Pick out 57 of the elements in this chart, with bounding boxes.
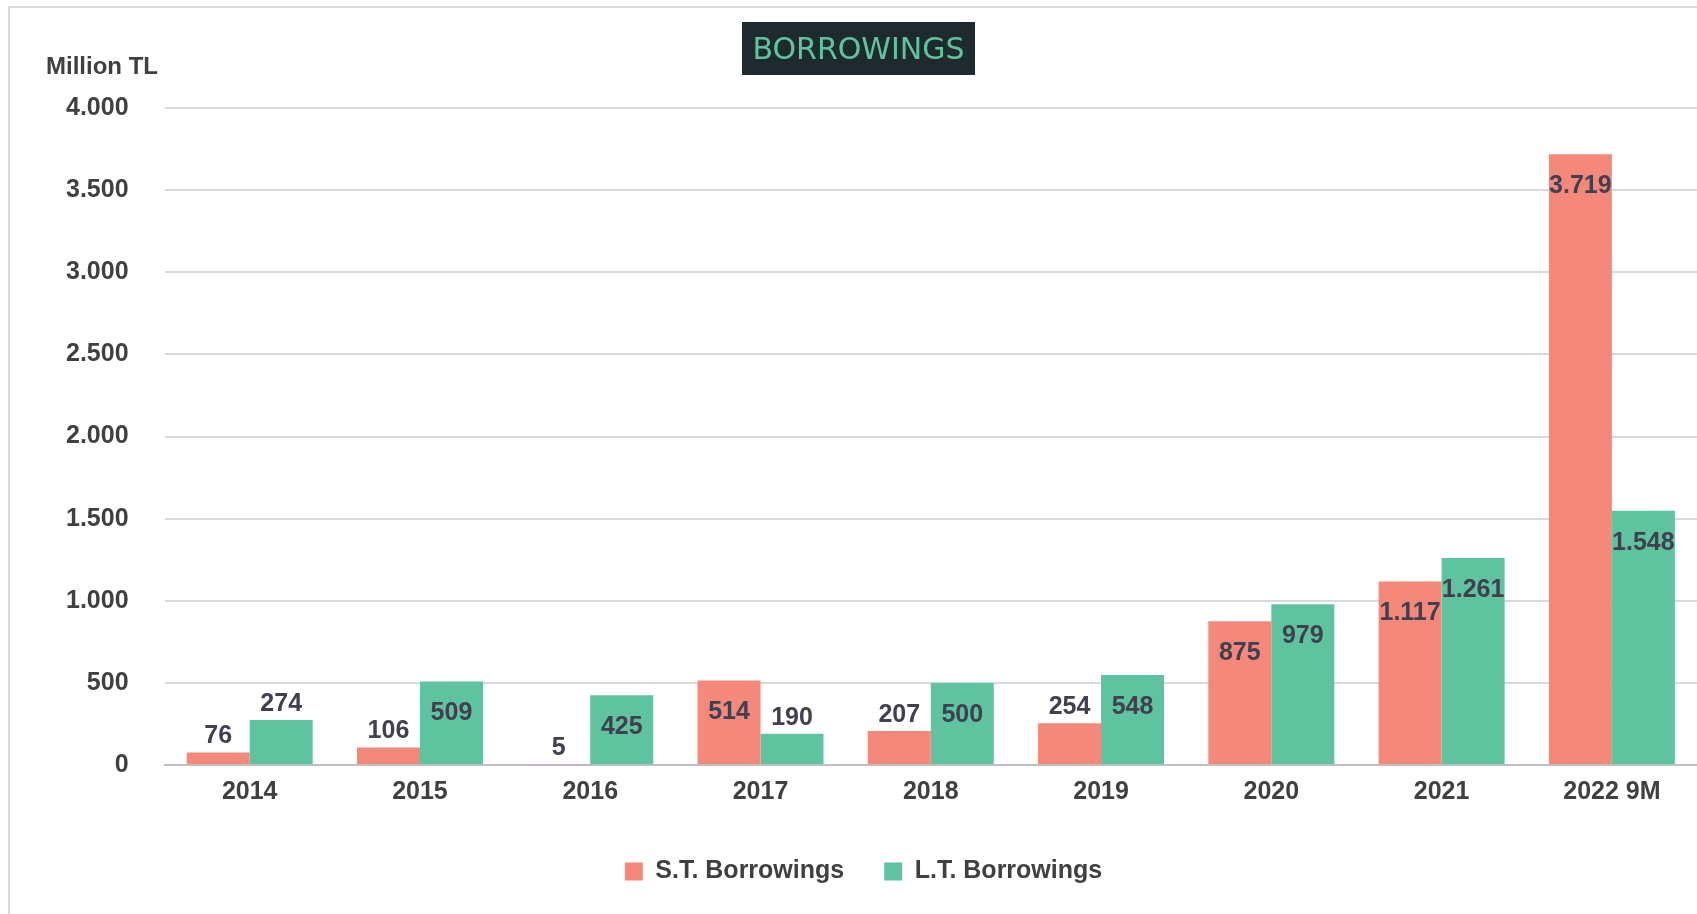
x-tick-label: 2022 9M bbox=[1563, 775, 1661, 804]
data-label: 514 bbox=[708, 696, 750, 725]
data-label: 5 bbox=[551, 732, 566, 761]
bar bbox=[356, 747, 420, 764]
y-axis-title: Million TL bbox=[46, 52, 158, 80]
y-tick-label: 1.500 bbox=[66, 502, 129, 531]
y-tick-label: 4.000 bbox=[66, 91, 129, 120]
x-tick-label: 2014 bbox=[221, 775, 278, 804]
bar bbox=[590, 695, 654, 764]
bar bbox=[1038, 723, 1102, 764]
data-label: 1.117 bbox=[1379, 597, 1441, 626]
bar bbox=[1611, 510, 1675, 764]
y-tick-label: 1.000 bbox=[66, 584, 129, 613]
bar bbox=[1208, 621, 1272, 764]
data-label: 1.548 bbox=[1612, 526, 1675, 555]
bar bbox=[249, 720, 313, 764]
y-tick-label: 2.000 bbox=[66, 420, 129, 449]
data-label: 76 bbox=[204, 720, 233, 749]
legend-label: L.T. Borrowings bbox=[914, 855, 1103, 884]
data-label: 425 bbox=[600, 711, 643, 740]
x-tick-label: 2016 bbox=[562, 775, 619, 804]
y-tick-label: 2.500 bbox=[66, 338, 129, 367]
legend-label: S.T. Borrowings bbox=[655, 855, 845, 884]
bar bbox=[697, 680, 761, 764]
bar bbox=[1271, 604, 1335, 764]
x-tick-label: 2017 bbox=[732, 775, 789, 804]
y-tick-label: 500 bbox=[86, 666, 129, 695]
data-label: 190 bbox=[771, 701, 813, 730]
x-tick-label: 2020 bbox=[1243, 775, 1300, 804]
data-label: 875 bbox=[1218, 637, 1261, 666]
bar bbox=[1441, 557, 1505, 764]
data-label: 274 bbox=[260, 687, 303, 716]
bar bbox=[1101, 674, 1165, 764]
data-label: 1.261 bbox=[1441, 573, 1505, 602]
data-label: 207 bbox=[878, 698, 921, 727]
data-label: 548 bbox=[1111, 690, 1154, 719]
data-label: 3.719 bbox=[1549, 170, 1612, 199]
data-label: 500 bbox=[941, 698, 984, 727]
bar bbox=[930, 682, 994, 764]
x-tick-label: 2021 bbox=[1413, 775, 1470, 804]
bar bbox=[1548, 154, 1612, 764]
y-tick-label: 0 bbox=[114, 748, 129, 777]
data-label: 979 bbox=[1281, 620, 1324, 649]
bar bbox=[867, 731, 931, 764]
data-label: 106 bbox=[367, 715, 410, 744]
bar bbox=[760, 733, 824, 764]
data-label: 509 bbox=[430, 697, 473, 726]
x-tick-label: 2018 bbox=[902, 775, 959, 804]
bar bbox=[186, 752, 250, 764]
x-tick-label: 2015 bbox=[392, 775, 448, 804]
bar bbox=[419, 681, 483, 764]
bar bbox=[1378, 581, 1442, 764]
y-tick-label: 3.500 bbox=[66, 174, 129, 203]
data-label: 254 bbox=[1048, 691, 1091, 720]
chart-title: BORROWINGS bbox=[742, 22, 975, 75]
x-tick-label: 2019 bbox=[1073, 775, 1129, 804]
y-tick-label: 3.000 bbox=[66, 256, 129, 285]
